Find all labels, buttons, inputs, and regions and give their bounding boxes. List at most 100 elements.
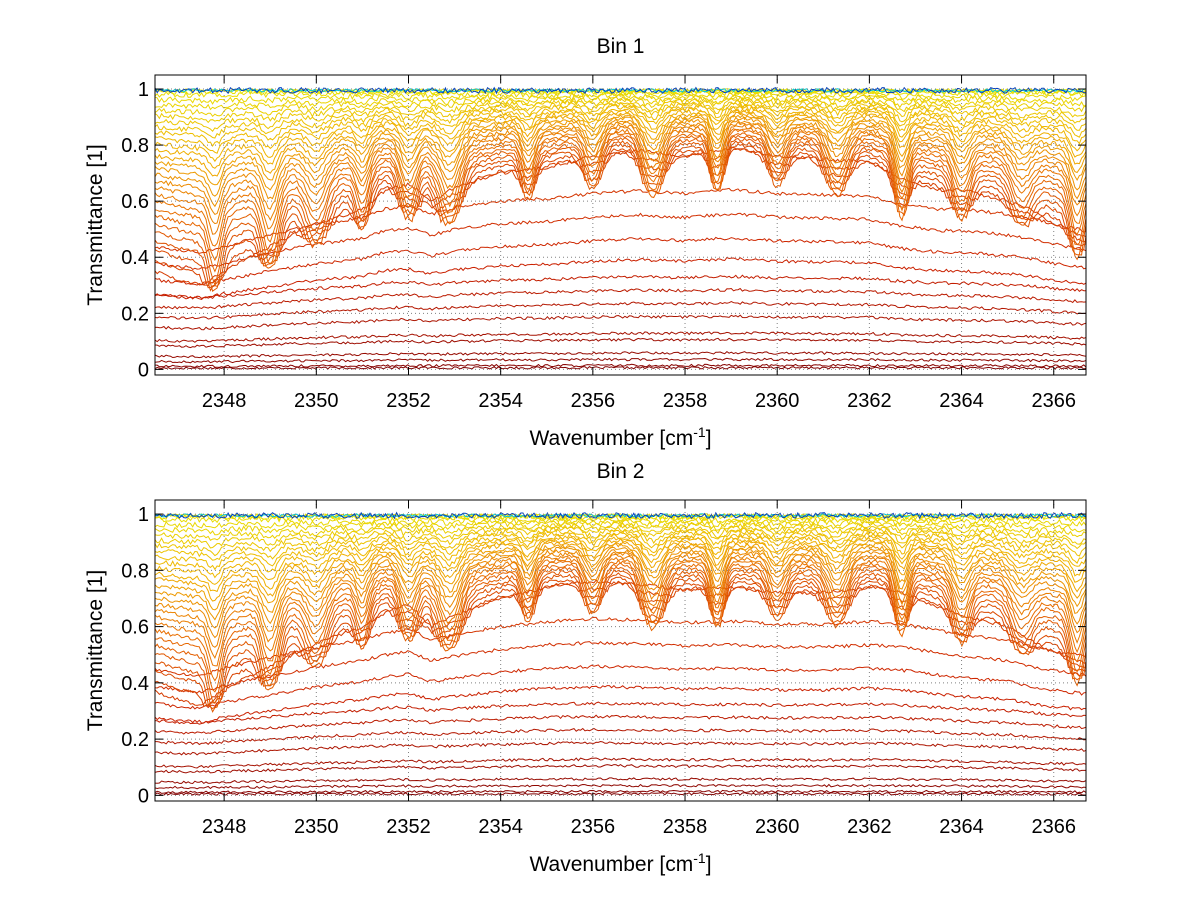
spectrum-line — [155, 314, 1086, 331]
spectrum-line — [155, 576, 1086, 707]
y-axis-label: Transmittance [1] — [84, 570, 107, 731]
spectrum-line — [155, 97, 1086, 132]
spectrum-line — [155, 515, 1086, 529]
spectrum-line — [155, 580, 1086, 707]
x-tick-label: 2350 — [294, 390, 339, 412]
y-tick-label: 0.6 — [121, 617, 149, 639]
spectrum-line — [155, 616, 1086, 677]
x-tick-label: 2360 — [755, 816, 800, 838]
grid — [155, 75, 1086, 375]
spectrum-line — [155, 641, 1086, 694]
y-tick-label: 0.4 — [121, 247, 149, 269]
spectrum-line — [155, 546, 1086, 629]
spectrum-line — [155, 566, 1086, 704]
x-tick-label: 2366 — [1031, 816, 1076, 838]
y-tick-label: 0 — [138, 359, 149, 381]
spectrum-line — [155, 137, 1086, 293]
spectrum-line — [155, 95, 1086, 124]
chart-panel-bin-2: 2348 2350 2352 2354 2356 2358 2360 2362 2364 2366… — [84, 460, 1087, 876]
x-tick-label: 2348 — [202, 390, 247, 412]
spectrum-line — [155, 103, 1086, 154]
spectrum-line — [155, 86, 1086, 95]
x-tick-label: 2350 — [294, 816, 339, 838]
spectrum-line — [155, 685, 1086, 724]
spectrum-line — [155, 792, 1086, 796]
series-group — [155, 511, 1086, 796]
x-axis-label: Wavenumber [cm-1] — [529, 424, 711, 450]
spectrum-line — [155, 114, 1086, 197]
spectrum-line — [155, 146, 1086, 286]
spectrum-line — [155, 764, 1086, 774]
spectrum-line — [155, 572, 1086, 710]
spectrum-line — [155, 569, 1086, 713]
spectrum-line — [155, 132, 1086, 273]
x-tick-label: 2352 — [386, 816, 431, 838]
plot-frame — [154, 74, 1087, 376]
spectrum-line — [155, 519, 1086, 541]
x-tick-label: 2348 — [202, 816, 247, 838]
x-tick-label: 2356 — [571, 816, 616, 838]
x-tick-label: 2358 — [663, 816, 708, 838]
x-tick-label: 2356 — [571, 390, 616, 412]
spectrum-line — [155, 116, 1086, 208]
axis-ticks: 2348 2350 2352 2354 2356 2358 2360 2362 2364 2366… — [121, 75, 1086, 412]
spectrum-line — [155, 549, 1086, 639]
x-tick-label: 2364 — [939, 390, 984, 412]
spectrum-line — [155, 524, 1086, 557]
x-tick-label: 2354 — [478, 816, 523, 838]
spectrum-line — [155, 357, 1086, 364]
x-tick-label: 2362 — [847, 816, 892, 838]
spectrum-line — [155, 212, 1086, 271]
x-tick-label: 2364 — [939, 816, 984, 838]
spectrum-line — [155, 127, 1086, 247]
spectrum-line — [155, 714, 1086, 735]
x-tick-label: 2358 — [663, 390, 708, 412]
spectrum-line — [155, 111, 1086, 186]
spectrum-line — [155, 99, 1086, 139]
spectrum-line — [155, 542, 1086, 621]
spectrum-line — [155, 350, 1086, 359]
spectrum-line — [155, 551, 1086, 648]
spectrum-line — [155, 701, 1086, 725]
spectrum-line — [155, 727, 1086, 746]
spectrum-line — [155, 109, 1086, 177]
spectrum-line — [155, 531, 1086, 579]
spectrum-line — [155, 119, 1086, 216]
spectrum-line — [155, 301, 1086, 320]
spectrum-line — [155, 108, 1086, 169]
spectrum-line — [155, 128, 1086, 262]
spectrum-line — [155, 556, 1086, 667]
y-tick-label: 0.6 — [121, 191, 149, 213]
spectrum-line — [155, 121, 1086, 225]
spectrum-line — [155, 134, 1086, 287]
y-tick-label: 0.4 — [121, 673, 149, 695]
spectrum-line — [155, 337, 1086, 349]
spectrum-line — [155, 511, 1086, 520]
spectrum-line — [155, 256, 1086, 299]
spectrum-line — [155, 140, 1086, 292]
chart-title: Bin 2 — [597, 460, 645, 483]
y-tick-label: 0.8 — [121, 560, 149, 582]
spectrum-line — [155, 331, 1086, 343]
y-tick-label: 0 — [138, 785, 149, 807]
spectrum-line — [155, 363, 1086, 368]
x-tick-label: 2354 — [478, 390, 523, 412]
spectrum-line — [155, 559, 1086, 682]
spectrum-line — [155, 789, 1086, 794]
spectrum-line — [155, 512, 1086, 518]
plot-frame — [154, 499, 1087, 802]
x-tick-label: 2362 — [847, 390, 892, 412]
spectrum-line — [155, 274, 1086, 301]
series-group — [155, 86, 1086, 370]
spectrum-line — [155, 365, 1086, 370]
spectrum-line — [155, 143, 1086, 289]
spectrum-line — [155, 236, 1086, 286]
spectrum-line — [155, 553, 1086, 660]
y-tick-label: 0.8 — [121, 135, 149, 157]
spectrum-line — [155, 521, 1086, 549]
y-tick-label: 1 — [138, 504, 149, 526]
spectrum-line — [155, 528, 1086, 571]
spectrum-line — [155, 740, 1086, 756]
x-tick-label: 2366 — [1031, 390, 1076, 412]
